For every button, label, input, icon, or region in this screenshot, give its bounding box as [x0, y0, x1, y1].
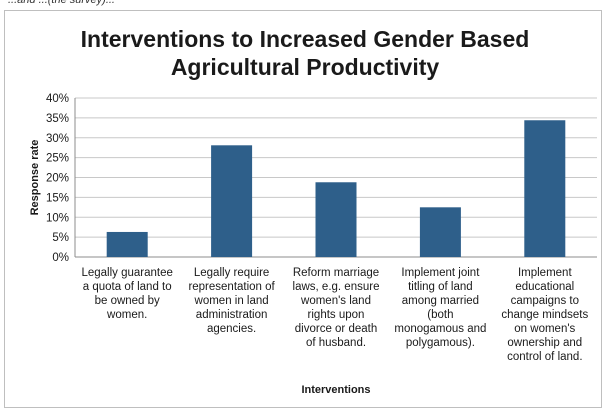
- x-axis-title: Interventions: [301, 384, 370, 396]
- x-category-label-line: women's land: [300, 295, 371, 307]
- x-category-label-line: representation of: [188, 281, 275, 293]
- x-category-label-line: Reform marriage: [293, 267, 379, 279]
- x-category-label-line: agencies.: [207, 323, 256, 335]
- bar: [315, 182, 357, 257]
- chart-title: Interventions to Increased Gender BasedA…: [81, 26, 530, 80]
- y-tick-label: 35%: [46, 113, 69, 125]
- y-tick-label: 30%: [46, 133, 69, 145]
- x-category-label-line: women in land: [194, 295, 269, 307]
- x-category-label-line: campaigns to: [511, 295, 579, 307]
- y-tick-label: 40%: [46, 93, 69, 105]
- x-category-label: Implement educational campaigns to change m…: [501, 267, 588, 363]
- x-category-label-line: a quota of land to: [83, 281, 172, 293]
- x-category-label-line: Legally require: [194, 267, 269, 279]
- x-category-label-line: educational: [515, 281, 574, 293]
- x-category-label-line: (both: [427, 309, 453, 321]
- gridlines: [74, 97, 597, 258]
- x-category-label-line: Implement: [518, 267, 572, 279]
- bar: [419, 207, 461, 257]
- chart-title-line: Interventions to Increased Gender Based: [81, 26, 530, 52]
- y-tick-label: 0%: [52, 252, 69, 264]
- chart-title-line: Agricultural Productivity: [171, 54, 440, 80]
- y-tick-label: 20%: [46, 173, 69, 185]
- chart-frame: Interventions to Increased Gender Based A…: [4, 10, 602, 408]
- page-snippet-text: ...and ...(the survey)...: [8, 0, 115, 6]
- x-category-label-line: administration: [196, 309, 268, 321]
- x-category-label: Reform marriage laws, e.g. ensure women's …: [293, 267, 380, 349]
- y-tick-label: 5%: [52, 232, 69, 244]
- x-category-label-line: rights upon: [308, 309, 365, 321]
- y-axis-ticks: 0% 5% 10% 15% 20% 25% 30% 35% 40%: [46, 93, 69, 264]
- y-axis-title: Response rate: [29, 140, 41, 216]
- x-category-label: Legally require representation of women in…: [188, 267, 275, 335]
- x-category-label-line: ownership and: [507, 337, 582, 349]
- x-category-label-line: polygamous).: [406, 337, 475, 349]
- x-category-label-line: control of land.: [507, 351, 582, 363]
- x-category-label-line: of husband.: [306, 337, 366, 349]
- bars: [106, 120, 566, 257]
- x-category-label-line: Legally guarantee: [81, 267, 172, 279]
- x-category-label-line: monogamous and: [394, 323, 486, 335]
- y-tick-label: 15%: [46, 192, 69, 204]
- bar: [211, 145, 253, 257]
- y-tick-label: 10%: [46, 212, 69, 224]
- x-category-label-line: women.: [106, 309, 147, 321]
- x-category-label-line: Implement joint: [401, 267, 480, 279]
- x-category-label-line: among married: [402, 295, 479, 307]
- x-category-label-line: be owned by: [95, 295, 160, 307]
- bar: [106, 231, 148, 257]
- x-category-label-line: laws, e.g. ensure: [293, 281, 380, 293]
- bar-chart: Interventions to Increased Gender BasedA…: [29, 26, 597, 396]
- x-category-label: Implement joint titling of land among marr…: [394, 267, 486, 349]
- y-tick-label: 25%: [46, 153, 69, 165]
- x-category-label-line: divorce or death: [295, 323, 377, 335]
- x-axis-category-labels: Legally guarantee a quota of land to be ow…: [81, 267, 588, 363]
- bar: [524, 120, 566, 257]
- x-category-label-line: titling of land: [408, 281, 473, 293]
- x-category-label: Legally guarantee a quota of land to be ow…: [81, 267, 172, 321]
- x-category-label-line: on women's: [514, 323, 575, 335]
- x-category-label-line: change mindsets: [501, 309, 588, 321]
